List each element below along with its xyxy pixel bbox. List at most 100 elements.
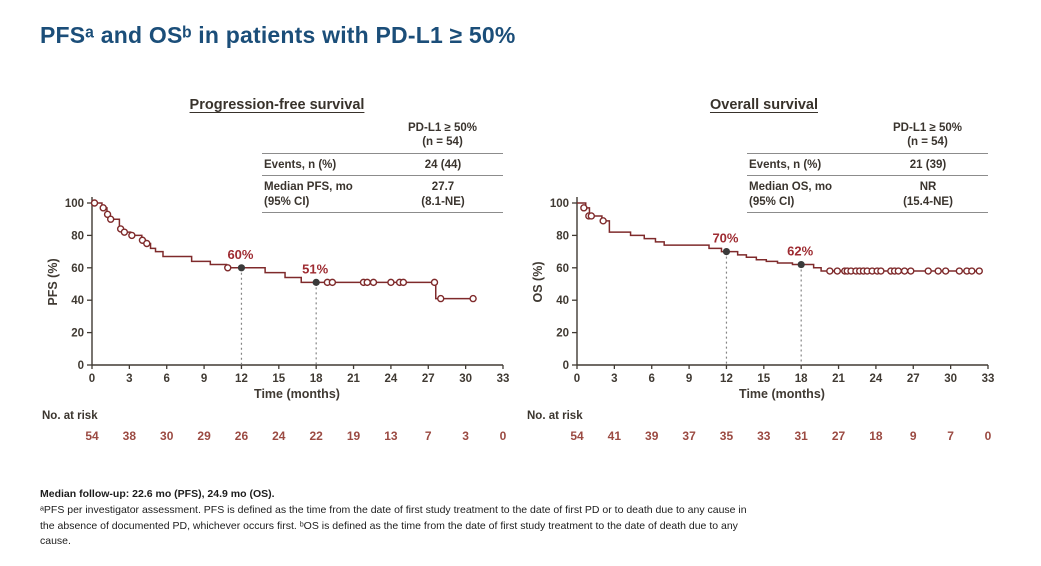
pfs-table-column-header: PD-L1 ≥ 50% (n = 54)	[262, 121, 503, 153]
pfs-x-tick-label: 27	[422, 373, 435, 385]
os-censor-mark	[968, 267, 976, 275]
os-x-tick-label: 3	[611, 373, 617, 385]
pfs-x-tick-label: 30	[459, 373, 472, 385]
pfs-x-tick-label: 15	[272, 373, 285, 385]
os-x-axis-title: Time (months)	[739, 387, 825, 401]
os-y-tick-label: 0	[563, 360, 569, 372]
os-table-median-row: Median OS, mo (95% CI) NR (15.4-NE)	[747, 175, 988, 213]
pfs-y-tick-label: 0	[78, 360, 84, 372]
pfs-events-value: 24 (44)	[424, 158, 462, 171]
pfs-censor-mark	[120, 228, 129, 236]
os-x-tick-label: 0	[574, 373, 580, 385]
os-at-risk-value: 7	[947, 429, 954, 443]
os-censor-mark	[587, 212, 596, 220]
os-y-tick-label: 20	[556, 328, 569, 340]
os-y-tick-label: 100	[550, 198, 569, 210]
pfs-at-risk-value: 29	[197, 429, 211, 443]
pfs-events-label: Events, n (%)	[264, 158, 337, 171]
os-censor-mark	[955, 267, 964, 275]
pfs-censor-mark	[143, 239, 151, 248]
os-table-header-line1: PD-L1 ≥ 50%	[893, 122, 962, 134]
pfs-x-tick-label: 33	[497, 373, 510, 385]
footnote-definitions: ᵃPFS per investigator assessment. PFS is…	[40, 503, 747, 548]
os-censor-mark	[877, 267, 885, 275]
os-x-tick-label: 12	[720, 373, 733, 385]
pfs-x-tick-label: 18	[310, 373, 323, 385]
os-summary-table: PD-L1 ≥ 50% (n = 54) Events, n (%) 21 (3…	[747, 121, 988, 213]
pfs-censor-mark	[224, 264, 232, 272]
pfs-at-risk-value: 26	[235, 429, 249, 443]
os-at-risk-value: 41	[608, 429, 622, 443]
pfs-y-tick-label: 100	[65, 198, 84, 210]
footnote-median-followup: Median follow-up: 22.6 mo (PFS), 24.9 mo…	[40, 488, 275, 500]
pfs-at-risk-value: 22	[310, 429, 324, 443]
pfs-censor-mark	[128, 231, 136, 240]
os-x-tick-label: 6	[649, 373, 655, 385]
os-median-label: Median OS, mo (95% CI)	[749, 181, 833, 208]
os-at-risk-value: 35	[720, 429, 734, 443]
pfs-y-tick-label: 60	[71, 263, 84, 275]
os-km-plot: 0 20 40 60 80 100 0 3 6 9 12 15 18 21 24 27 30 33 Time (mo…	[527, 197, 994, 443]
pfs-x-axis-title: Time (months)	[254, 387, 340, 401]
pfs-at-risk-value: 19	[347, 429, 361, 443]
os-at-risk-value: 33	[757, 429, 771, 443]
os-censor-mark	[941, 267, 950, 275]
pfs-at-risk-value: 7	[425, 429, 432, 443]
pfs-censor-mark	[437, 294, 445, 303]
os-censor-mark	[934, 267, 942, 275]
pfs-table-header-line2: (n = 54)	[422, 136, 463, 149]
os-table-header-line2: (n = 54)	[907, 136, 948, 149]
pfs-summary-table: PD-L1 ≥ 50% (n = 54) Events, n (%) 24 (4…	[262, 121, 503, 213]
os-x-tick-label: 30	[944, 373, 957, 385]
os-landmark-dot	[722, 248, 731, 256]
os-x-tick-label: 27	[907, 373, 920, 385]
os-table-events-row: Events, n (%) 21 (39)	[747, 152, 988, 175]
os-censor-mark	[975, 267, 983, 275]
os-at-risk-value: 31	[795, 429, 809, 443]
os-at-risk-label: No. at risk	[527, 410, 583, 422]
os-x-tick-label: 21	[832, 373, 845, 385]
pfs-x-tick-label: 21	[347, 373, 360, 385]
pfs-landmark-label: 60%	[227, 247, 253, 262]
pfs-censor-mark	[369, 278, 378, 287]
pfs-x-tick-label: 24	[385, 373, 398, 385]
os-events-label: Events, n (%)	[749, 158, 822, 171]
os-censor-mark	[894, 267, 903, 275]
pfs-table-median-row: Median PFS, mo (95% CI) 27.7 (8.1-NE)	[262, 175, 503, 213]
pfs-chart-title: Progression-free survival	[189, 97, 365, 113]
pfs-table-events-row: Events, n (%) 24 (44)	[262, 152, 503, 175]
pfs-km-curve	[92, 202, 474, 300]
pfs-y-tick-label: 80	[71, 230, 84, 242]
pfs-censor-mark	[430, 278, 439, 287]
pfs-at-risk-label: No. at risk	[42, 410, 98, 422]
pfs-censor-mark	[469, 294, 477, 303]
pfs-at-risk-value: 24	[272, 429, 286, 443]
os-censor-mark	[900, 267, 909, 275]
os-landmark-label: 70%	[712, 231, 738, 246]
pfs-at-risk-value: 13	[384, 429, 398, 443]
os-censor-mark	[833, 267, 841, 275]
os-km-curve	[577, 202, 982, 272]
os-events-value: 21 (39)	[909, 158, 947, 171]
os-x-tick-label: 24	[870, 373, 883, 385]
os-y-tick-label: 40	[556, 295, 569, 307]
pfs-censor-mark	[387, 278, 395, 287]
os-x-tick-label: 9	[686, 373, 692, 385]
os-table-column-header: PD-L1 ≥ 50% (n = 54)	[747, 121, 988, 153]
pfs-at-risk-value: 54	[85, 429, 99, 443]
pfs-x-tick-label: 12	[235, 373, 248, 385]
os-landmark-label: 62%	[787, 244, 813, 259]
os-y-tick-label: 80	[556, 230, 569, 242]
os-at-risk-value: 27	[832, 429, 846, 443]
os-landmark-dot	[797, 260, 805, 269]
os-censor-mark	[580, 204, 588, 212]
pfs-x-tick-label: 3	[126, 373, 132, 385]
pfs-at-risk-value: 3	[462, 429, 469, 443]
os-at-risk-value: 18	[869, 429, 883, 443]
os-at-risk-value: 54	[570, 429, 584, 443]
os-at-risk-value: 0	[985, 429, 992, 443]
os-x-tick-label: 33	[982, 373, 995, 385]
pfs-at-risk-value: 30	[160, 429, 174, 443]
